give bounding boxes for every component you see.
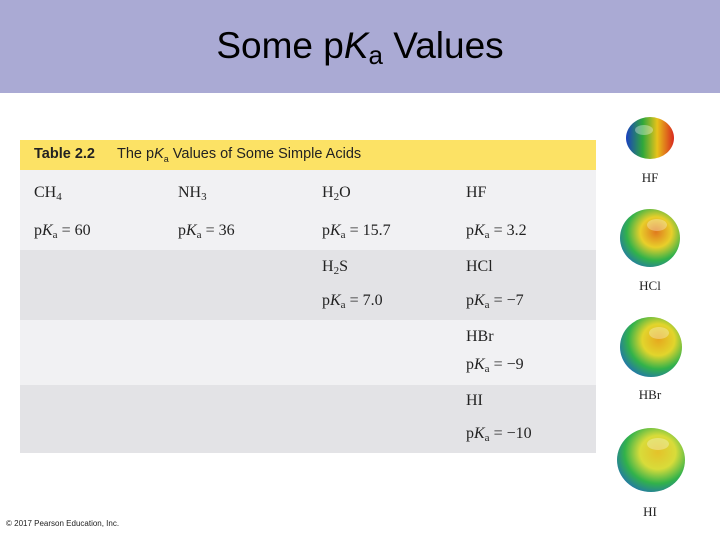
pka-hf: pKa = 3.2 <box>466 222 527 241</box>
formula-hf: HF <box>466 184 487 201</box>
formula-nh3: NH3 <box>178 184 207 203</box>
hi-model-label: HI <box>643 504 657 519</box>
formula-h2o: H2O <box>322 184 351 203</box>
slide-title: Some pKa Values <box>216 25 504 70</box>
hf-model-icon <box>626 117 674 159</box>
copyright: © 2017 Pearson Education, Inc. <box>6 519 120 528</box>
pka-nh3: pKa = 36 <box>178 222 235 241</box>
hcl-model-label: HCl <box>639 278 661 293</box>
pka-h2s: pKa = 7.0 <box>322 292 383 311</box>
pka-ch4: pKa = 60 <box>34 222 91 241</box>
formula-hi: HI <box>466 392 483 409</box>
formula-hcl: HCl <box>466 258 493 275</box>
hf-model-label: HF <box>641 170 659 185</box>
title-bar: Some pKa Values <box>0 0 720 93</box>
table-caption: Table 2.2 The pKa Values of Some Simple … <box>20 140 596 170</box>
hcl-model-icon <box>620 209 680 267</box>
formula-hbr: HBr <box>466 328 494 345</box>
table-row <box>20 320 596 385</box>
hbr-model-label: HBr <box>638 387 662 402</box>
pka-hi: pKa = −10 <box>466 425 532 444</box>
table-row <box>20 250 596 320</box>
hi-model-icon <box>617 428 685 492</box>
table-number: Table 2.2 <box>34 146 95 162</box>
pka-h2o: pKa = 15.7 <box>322 222 391 241</box>
formula-h2s: H2S <box>322 258 348 277</box>
formula-ch4: CH4 <box>34 184 62 203</box>
pka-hbr: pKa = −9 <box>466 356 524 375</box>
hbr-model-icon <box>620 317 682 377</box>
pka-table: Table 2.2 The pKa Values of Some Simple … <box>20 140 596 453</box>
pka-hcl: pKa = −7 <box>466 292 524 311</box>
table-row <box>20 385 596 453</box>
table-caption-text: The pKa Values of Some Simple Acids <box>117 146 362 164</box>
table-row <box>20 170 596 250</box>
